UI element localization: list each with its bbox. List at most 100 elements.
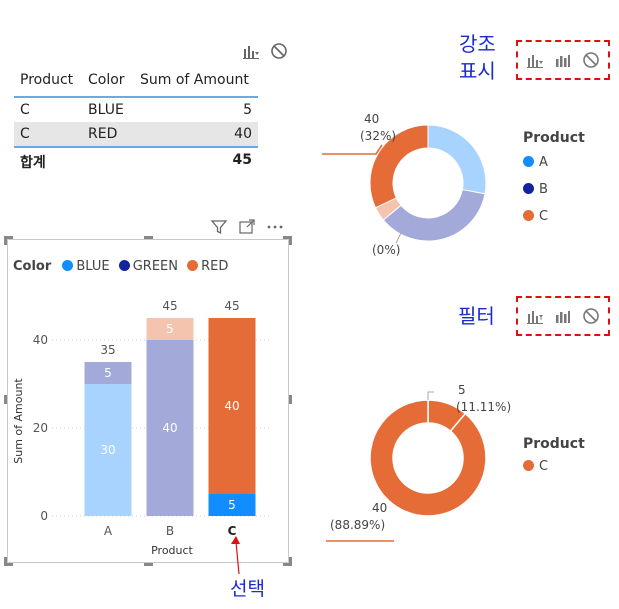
resize-handle[interactable] <box>289 236 292 245</box>
total-label: 45 <box>224 299 239 313</box>
resize-handle[interactable] <box>4 395 7 404</box>
cell-amount: 5 <box>243 102 252 118</box>
table-header: Product Color Sum of Amount <box>14 66 258 98</box>
data-label: 5 <box>104 366 112 380</box>
bar-segment <box>146 318 194 340</box>
resize-handle[interactable] <box>283 236 292 239</box>
leader-line <box>322 144 383 155</box>
column-header-color[interactable]: Color <box>88 72 125 88</box>
total-label: 35 <box>100 343 115 357</box>
resize-handle[interactable] <box>4 236 13 239</box>
table-row[interactable]: C BLUE 5 <box>14 98 258 122</box>
cell-color: BLUE <box>88 102 124 118</box>
total-value: 45 <box>232 152 252 168</box>
bar-segment <box>146 340 194 516</box>
highlight-label-line2: 표시 <box>459 59 496 83</box>
interaction-toolbar-highlight <box>516 40 610 80</box>
column-header-product[interactable]: Product <box>20 72 74 88</box>
none-icon[interactable] <box>270 42 288 60</box>
donut1-label-top: 40 (32%) <box>360 111 396 145</box>
slice-label-value: 5 <box>458 383 466 397</box>
y-tick-label: 40 <box>33 333 48 347</box>
y-axis-title: Sum of Amount <box>12 378 25 464</box>
total-label: 합계 <box>20 155 46 171</box>
legend-label: C <box>539 209 549 224</box>
leader-line <box>427 391 434 400</box>
legend-title: Product <box>523 130 585 146</box>
slice-label-value: 40 <box>364 112 380 126</box>
donut2-legend: Product C <box>523 436 585 474</box>
donut-chart-highlight[interactable] <box>318 105 508 265</box>
cell-product: C <box>20 102 30 118</box>
cell-product: C <box>20 126 30 142</box>
more-options-icon[interactable] <box>266 218 284 236</box>
resize-handle[interactable] <box>289 557 292 566</box>
donut1-legend: Product A B C <box>523 130 585 224</box>
data-label: 40 <box>224 399 239 413</box>
slice-label-percent: (88.89%) <box>330 518 386 532</box>
filter-icon[interactable] <box>526 307 544 325</box>
cell-amount: 40 <box>234 126 252 142</box>
legend-label: C <box>539 459 549 474</box>
bar-segment <box>208 494 256 516</box>
data-label: 40 <box>162 421 177 435</box>
x-tick-label: B <box>166 524 174 538</box>
slice-label-percent: (32%) <box>360 129 397 143</box>
bar-segment <box>208 318 256 494</box>
resize-handle[interactable] <box>289 395 292 404</box>
bar-chart-icon[interactable] <box>554 307 572 325</box>
none-icon[interactable] <box>582 307 600 325</box>
legend-item-blue[interactable]: BLUE <box>62 259 110 274</box>
donut-slice <box>369 399 487 517</box>
bar-chart-icon[interactable] <box>554 51 572 69</box>
resize-handle[interactable] <box>4 563 13 566</box>
column-header-amount[interactable]: Sum of Amount <box>140 72 249 88</box>
resize-handle[interactable] <box>144 236 153 239</box>
table-row[interactable]: C RED 40 <box>14 122 258 146</box>
cell-color: RED <box>88 126 118 142</box>
bar-segment <box>84 384 132 516</box>
resize-handle[interactable] <box>4 236 7 245</box>
x-tick-label: C <box>228 524 237 538</box>
data-label: 5 <box>228 498 236 512</box>
legend-item-red[interactable]: RED <box>187 259 228 274</box>
none-icon[interactable] <box>582 51 600 69</box>
focus-mode-icon[interactable] <box>238 218 256 236</box>
legend-item-a[interactable]: A <box>523 155 585 170</box>
y-tick-label: 0 <box>40 509 48 523</box>
filter-annotation: 필터 <box>458 304 495 328</box>
donut-slice-b <box>382 188 486 242</box>
donut-slice-highlight <box>369 124 429 209</box>
legend-title: Product <box>523 436 585 452</box>
legend-dot <box>187 260 199 271</box>
legend-label: RED <box>201 259 229 274</box>
filter-icon[interactable] <box>210 218 228 236</box>
legend-label: BLUE <box>76 259 110 274</box>
resize-handle[interactable] <box>4 557 7 566</box>
legend-label: GREEN <box>132 259 178 274</box>
legend-dot <box>118 260 130 271</box>
slice-label-percent: (11.11%) <box>456 400 512 414</box>
legend-label: B <box>539 182 548 197</box>
legend-item-c[interactable]: C <box>523 459 585 474</box>
donut2-label-bottom: 40 (88.89%) <box>330 500 387 534</box>
legend-item-green[interactable]: GREEN <box>118 259 178 274</box>
highlight-icon[interactable] <box>526 51 544 69</box>
legend-item-c[interactable]: C <box>523 209 585 224</box>
bar-segment <box>84 362 132 384</box>
x-axis-title: Product <box>151 544 193 557</box>
data-label: 5 <box>166 322 174 336</box>
donut-chart-filter[interactable] <box>318 380 508 550</box>
y-tick-label: 20 <box>33 421 48 435</box>
highlight-icon[interactable] <box>242 42 260 60</box>
legend-item-b[interactable]: B <box>523 182 585 197</box>
donut-slice-a <box>427 124 487 195</box>
leader-line <box>395 230 403 244</box>
bar-chart-visual[interactable]: Color BLUE GREEN RED 0 20 40 Sum of Amount P… <box>4 236 292 566</box>
resize-handle[interactable] <box>283 563 292 566</box>
legend-dot <box>523 460 534 471</box>
total-label: 45 <box>162 299 177 313</box>
legend-dot <box>523 210 534 221</box>
legend-dot <box>523 156 534 167</box>
resize-handle[interactable] <box>144 563 153 566</box>
